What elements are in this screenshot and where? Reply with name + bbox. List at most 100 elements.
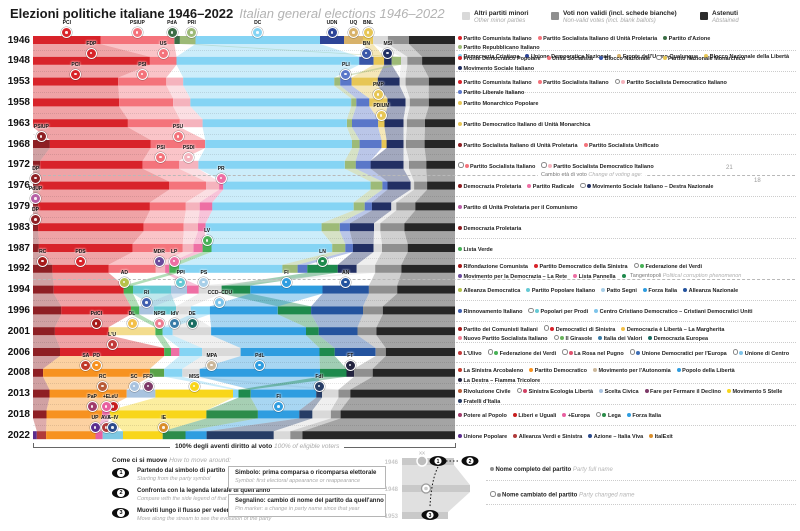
party-dot-icon [458, 264, 462, 269]
year-label-2022: 2022 [7, 429, 30, 441]
bar-segment-sc [139, 306, 154, 315]
legend-label-it: Voti non validi (incl. schede bianche) [563, 10, 677, 17]
eye-icon-1: 1 [112, 468, 129, 478]
party-marker-label: PR [217, 165, 225, 172]
name-change-pin-icon [656, 54, 662, 61]
stream-fi [209, 314, 306, 328]
name-change-pin-icon [580, 182, 586, 189]
legend-item: Federazione dei Verdi [487, 349, 556, 357]
stream-fi [185, 418, 300, 432]
legend-line: Unione Popolare Alleanza Verdi e Sinistra… [458, 431, 796, 440]
bar-segment-pci [46, 410, 103, 419]
bar-segment-inv [338, 389, 351, 398]
howto-title-en: How to move around: [169, 457, 231, 464]
bar-segment-udn [320, 36, 345, 44]
bar-segment-pr [198, 223, 206, 232]
eye-icon-2: 2 [112, 488, 129, 498]
party-marker-label: PSU [172, 124, 184, 130]
party-dot-icon [676, 368, 681, 373]
bar-segment-min [403, 119, 407, 128]
bar-segment-psdi [182, 244, 194, 252]
party-marker-icon [362, 27, 374, 38]
stream-fl [33, 293, 62, 307]
bar-segment-pri [352, 140, 360, 148]
bar-segment-psdi [173, 98, 191, 107]
bar-segment-abs [372, 368, 455, 377]
name-change-pin-icon [458, 162, 464, 168]
bar-segment-inv [409, 160, 427, 169]
example-stream-svg: 1946 1948 1953 XX 1 2 3 [385, 451, 479, 520]
party-dot-icon [598, 336, 603, 341]
bar-segment-ppi [153, 306, 177, 315]
legend-label-en: Other minor parties [474, 18, 526, 24]
legend-line: Partito Comunista Italiano Partito Social… [458, 77, 796, 96]
party-dot-icon [663, 35, 668, 40]
vote-legend-item: Voti non validi (incl. schede bianche) N… [551, 10, 677, 25]
stream-abs [422, 64, 455, 78]
legend-item: Italia dei Valori [598, 336, 642, 342]
bar-segment-psi [100, 36, 175, 44]
stream-abs [382, 293, 455, 307]
bar-segment-dc [183, 77, 335, 86]
bar-segment-psdi [179, 119, 203, 128]
party-marker-label: FI [276, 394, 281, 401]
year-label-2013: 2013 [7, 388, 30, 400]
party-dot-icon [464, 163, 469, 168]
bar-segment-pr [171, 348, 180, 356]
chart-row-separator [33, 424, 455, 426]
party-marker-label: US [159, 40, 167, 47]
bar-segment-pci [33, 36, 101, 44]
party-marker-icon [360, 47, 372, 59]
party-marker-label: FdI [315, 373, 323, 380]
stream-abs [340, 397, 455, 411]
party-dot-icon [458, 35, 462, 40]
bar-segment-pci [53, 285, 124, 294]
legend-line: Movimento Sociale Italiano [458, 63, 796, 72]
name-change-pin-icon [516, 387, 523, 394]
bar-segment-inv [375, 264, 402, 273]
bar-segment-min [373, 244, 382, 252]
party-marker-icon [126, 318, 138, 330]
year-label-1963: 1963 [7, 117, 30, 129]
howto-title: Come ci si muove How to move around: [112, 457, 231, 464]
eye-icon-3: 3 [112, 508, 129, 518]
bar-segment-fl [33, 264, 53, 273]
bar-segment-pci [38, 202, 150, 211]
legend-item: Alleanza Nazionale [683, 288, 738, 294]
bar-segment-min [198, 285, 222, 294]
legend-item: Partito Comunista Italiano [458, 35, 532, 42]
stream-inv [380, 210, 416, 224]
bar-segment-sc [102, 431, 123, 440]
legend-year-1953: Partito Comunista Italiano Partito Social… [458, 77, 796, 96]
bar-segment-dc [205, 140, 353, 148]
party-marker-label: +E [102, 394, 110, 401]
legend-item: Rifondazione Comunista [458, 264, 528, 270]
party-marker-icon [340, 68, 352, 80]
bar-segment-min [401, 56, 408, 65]
party-marker-icon [186, 318, 198, 330]
legend-item: Liberi e Uguali [512, 413, 556, 419]
voting-age-after: 18 [754, 178, 761, 185]
party-marker-label: FDP [86, 40, 97, 47]
party-marker-label: LeU [108, 394, 118, 401]
party-dot-icon [602, 413, 607, 418]
party-dot-icon [458, 368, 462, 373]
bar-segment-msi [352, 244, 374, 252]
party-dot-icon [458, 89, 462, 94]
party-dot-icon [533, 264, 538, 269]
legend-line: Nuovo Partito Socialista Italiano Il Gira… [458, 333, 796, 342]
party-marker-icon [85, 47, 97, 59]
bar-segment-fi [185, 431, 207, 440]
party-marker-icon [254, 359, 266, 371]
stream-inv [406, 148, 427, 161]
bar-segment-pri [321, 223, 340, 232]
stream-pci [43, 356, 165, 369]
legend-line: Partito Monarchico Popolare [458, 98, 796, 107]
legend-item: La Rosa nel Pugno [562, 349, 624, 357]
vote-legend-item: Altri partiti minori Other minor parties [462, 10, 529, 25]
stream-fi [211, 335, 320, 348]
stream-pli [340, 85, 370, 99]
legend-item: Partito Socialista Democratico Italiano [614, 78, 727, 86]
legend-year-2006: L'Ulivo Federazione dei Verdi La Rosa nel … [458, 348, 796, 357]
